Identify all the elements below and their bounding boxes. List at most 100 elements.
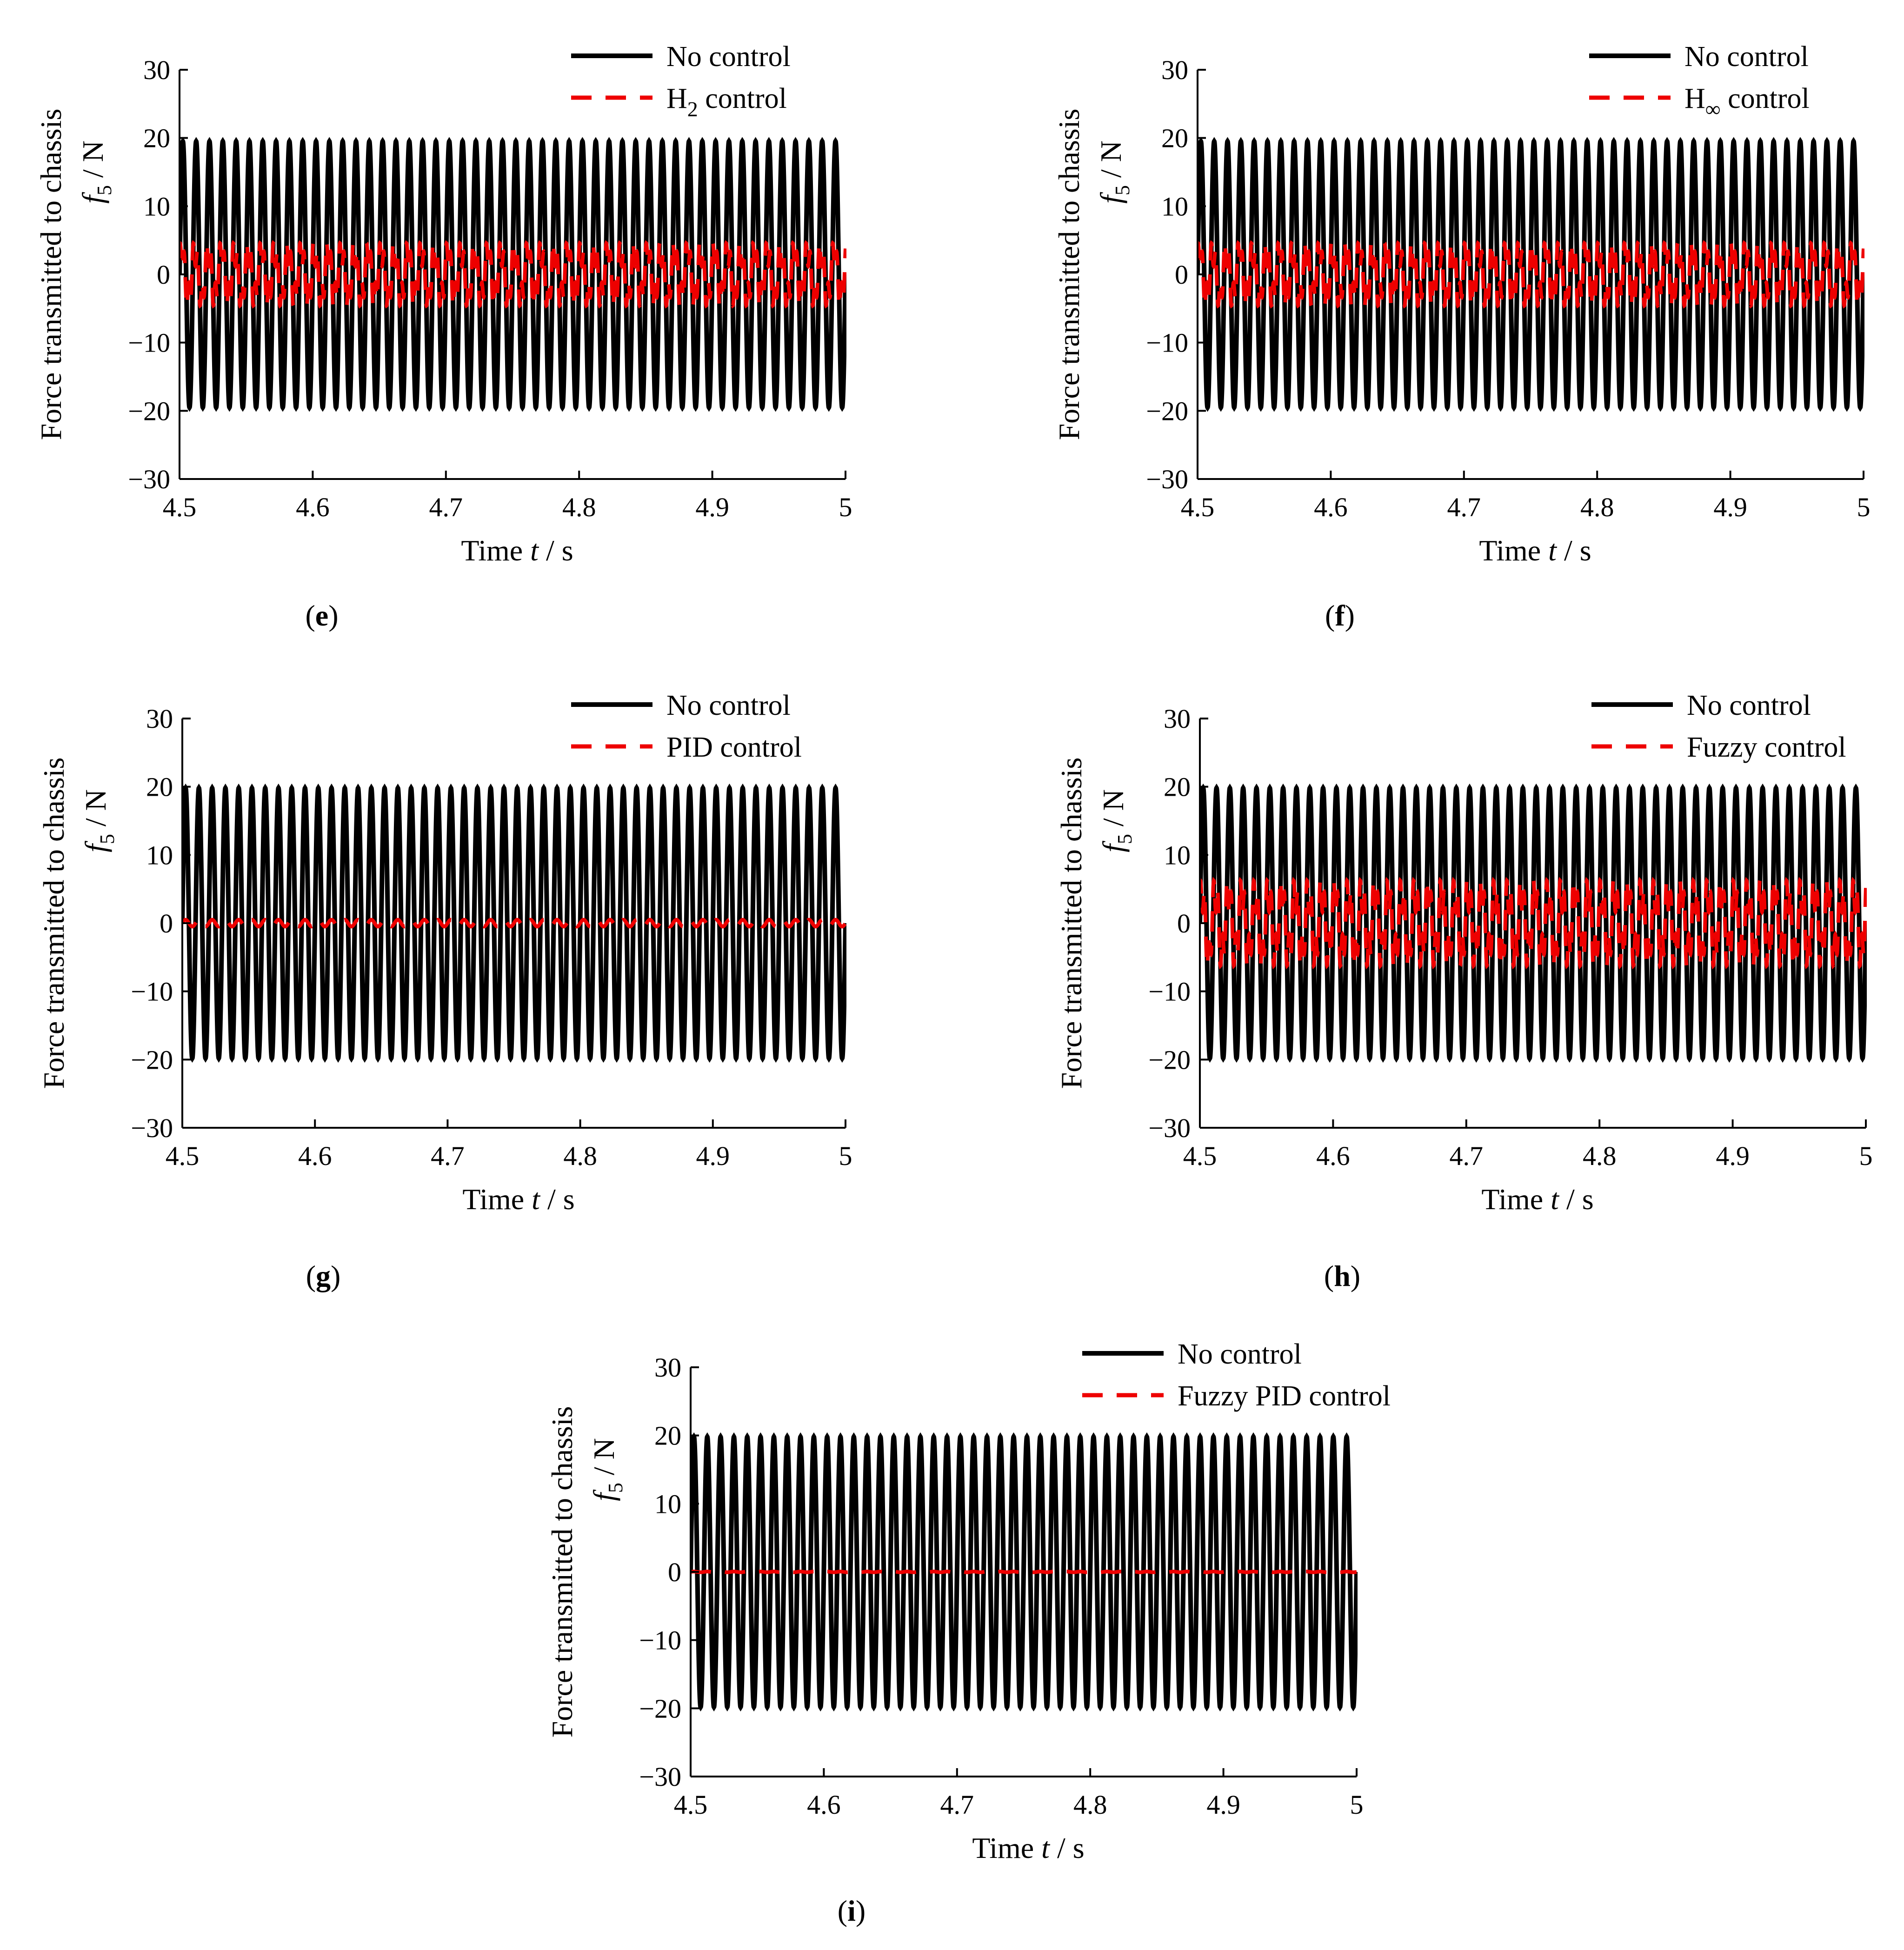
y-tick-label: 30 [143,55,170,85]
y-tick-label: −20 [131,1045,173,1075]
y-tick-label: 20 [654,1421,681,1451]
x-tick-label: 5 [1350,1790,1364,1820]
y-tick-label: 30 [654,1352,681,1383]
y-tick-label: −20 [1146,396,1188,426]
y-tick-label: 30 [1164,704,1191,734]
y-tick-label: 10 [143,191,170,221]
y-tick-label: −30 [1146,464,1188,494]
y-axis-label-title: Force transmitted to chassis [546,1406,579,1738]
x-tick-label: 4.8 [1073,1790,1107,1820]
legend-label: No control [666,41,791,73]
y-tick-label: −10 [128,328,170,358]
y-tick-label: 20 [1161,123,1188,153]
x-tick-label: 4.7 [429,492,463,522]
legend-label: No control [1178,1338,1302,1370]
y-tick-label: 0 [668,1557,681,1587]
series-line-no-control [180,137,846,412]
y-tick-label: 20 [146,772,173,802]
x-axis-label: Time t / s [1481,1183,1593,1216]
x-tick-label: 4.9 [1716,1141,1750,1171]
y-axis-label-title: Force transmitted to chassis [1055,758,1088,1089]
y-tick-label: −10 [1148,977,1191,1007]
chart-panel-h: 30 20 10 0 −10 −20 −304.5 4.6 4.7 4.8 4.9 5 Time t /… [1055,690,1873,1292]
x-tick-label: 5 [839,492,852,522]
series-line-controlled [691,1570,1357,1574]
chart-panel-f: 30 20 10 0 −10 −20 −304.5 4.6 4.7 4.8 4.9 5 Time t /… [1052,41,1871,632]
legend-label: Fuzzy PID control [1178,1380,1391,1412]
x-tick-label: 4.6 [298,1141,332,1171]
y-tick-label: 10 [1164,840,1191,870]
y-axis-label-units: f5 / N [587,1438,627,1501]
y-tick-label: −20 [639,1693,681,1724]
x-tick-label: 5 [1857,492,1871,522]
y-tick-label: 0 [157,260,170,290]
series-line-no-control [1200,783,1867,1063]
legend-label: Fuzzy control [1687,732,1846,763]
x-axis-label: Time t / s [1479,534,1591,567]
y-axis-label-title: Force transmitted to chassis [34,109,67,440]
x-tick-label: 5 [1859,1141,1873,1171]
y-tick-label: 0 [160,908,173,938]
series-line-no-control [691,1432,1358,1712]
x-tick-label: 4.9 [1206,1790,1240,1820]
y-tick-label: 30 [146,704,173,734]
legend-label: H∞ control [1684,83,1810,121]
x-tick-label: 4.8 [562,492,596,522]
y-tick-label: 10 [146,840,173,870]
legend-label: No control [666,690,791,721]
x-tick-label: 4.5 [674,1790,708,1820]
y-tick-label: −20 [128,396,170,426]
x-tick-label: 4.7 [1450,1141,1484,1171]
x-tick-label: 4.5 [166,1141,200,1171]
legend-label: PID control [666,732,802,763]
y-tick-label: 20 [1164,772,1191,802]
series-line-controlled [1198,240,1864,309]
series-line-no-control [1198,137,1864,412]
y-axis-label-title: Force transmitted to chassis [37,758,70,1089]
series-line-controlled [1200,877,1867,970]
y-tick-label: −30 [639,1762,681,1792]
y-tick-label: −30 [131,1113,173,1143]
x-tick-label: 4.6 [1316,1141,1350,1171]
x-tick-label: 4.7 [1447,492,1481,522]
legend-label: No control [1684,41,1809,73]
x-tick-label: 4.7 [431,1141,465,1171]
y-tick-label: 0 [1177,908,1191,938]
series-line-controlled [182,918,846,929]
legend-label: H2 control [666,83,787,121]
x-tick-label: 4.5 [1181,492,1215,522]
y-tick-label: −30 [1148,1113,1191,1143]
x-tick-label: 4.8 [1583,1141,1617,1171]
x-axis-label: Time t / s [462,1183,574,1216]
x-tick-label: 4.8 [563,1141,597,1171]
x-tick-label: 4.8 [1580,492,1614,522]
x-tick-label: 4.5 [1183,1141,1217,1171]
x-tick-label: 5 [839,1141,852,1171]
x-axis-label: Time t / s [461,534,573,567]
y-tick-label: −10 [1146,328,1188,358]
x-tick-label: 4.6 [807,1790,841,1820]
y-axis-label-units: f5 / N [1094,140,1134,204]
x-tick-label: 4.9 [696,1141,730,1171]
y-axis-label-units: f5 / N [1097,789,1136,852]
x-tick-label: 4.9 [695,492,729,522]
y-tick-label: 30 [1161,55,1188,85]
x-tick-label: 4.6 [1314,492,1348,522]
y-tick-label: −30 [128,464,170,494]
chart-panel-e: 30 20 10 0 −10 −20 −304.5 4.6 4.7 4.8 4.9 5 Time t /… [34,41,852,632]
y-tick-label: 10 [1161,191,1188,221]
x-tick-label: 4.7 [940,1790,974,1820]
y-tick-label: 0 [1175,260,1188,290]
x-tick-label: 4.6 [296,492,330,522]
panel-label: (g) [306,1259,341,1292]
series-line-controlled [180,240,846,309]
chart-panel-i: 30 20 10 0 −10 −20 −304.5 4.6 4.7 4.8 4.9 5 Time t /… [546,1338,1391,1927]
x-axis-label: Time t / s [972,1831,1084,1864]
y-tick-label: 10 [654,1489,681,1519]
panel-label: (i) [838,1894,865,1927]
y-axis-label-units: f5 / N [79,789,119,852]
legend-label: No control [1687,690,1811,721]
chart-panel-g: 30 20 10 0 −10 −20 −304.5 4.6 4.7 4.8 4.9 5 Time t /… [37,690,852,1292]
y-tick-label: −10 [131,977,173,1007]
